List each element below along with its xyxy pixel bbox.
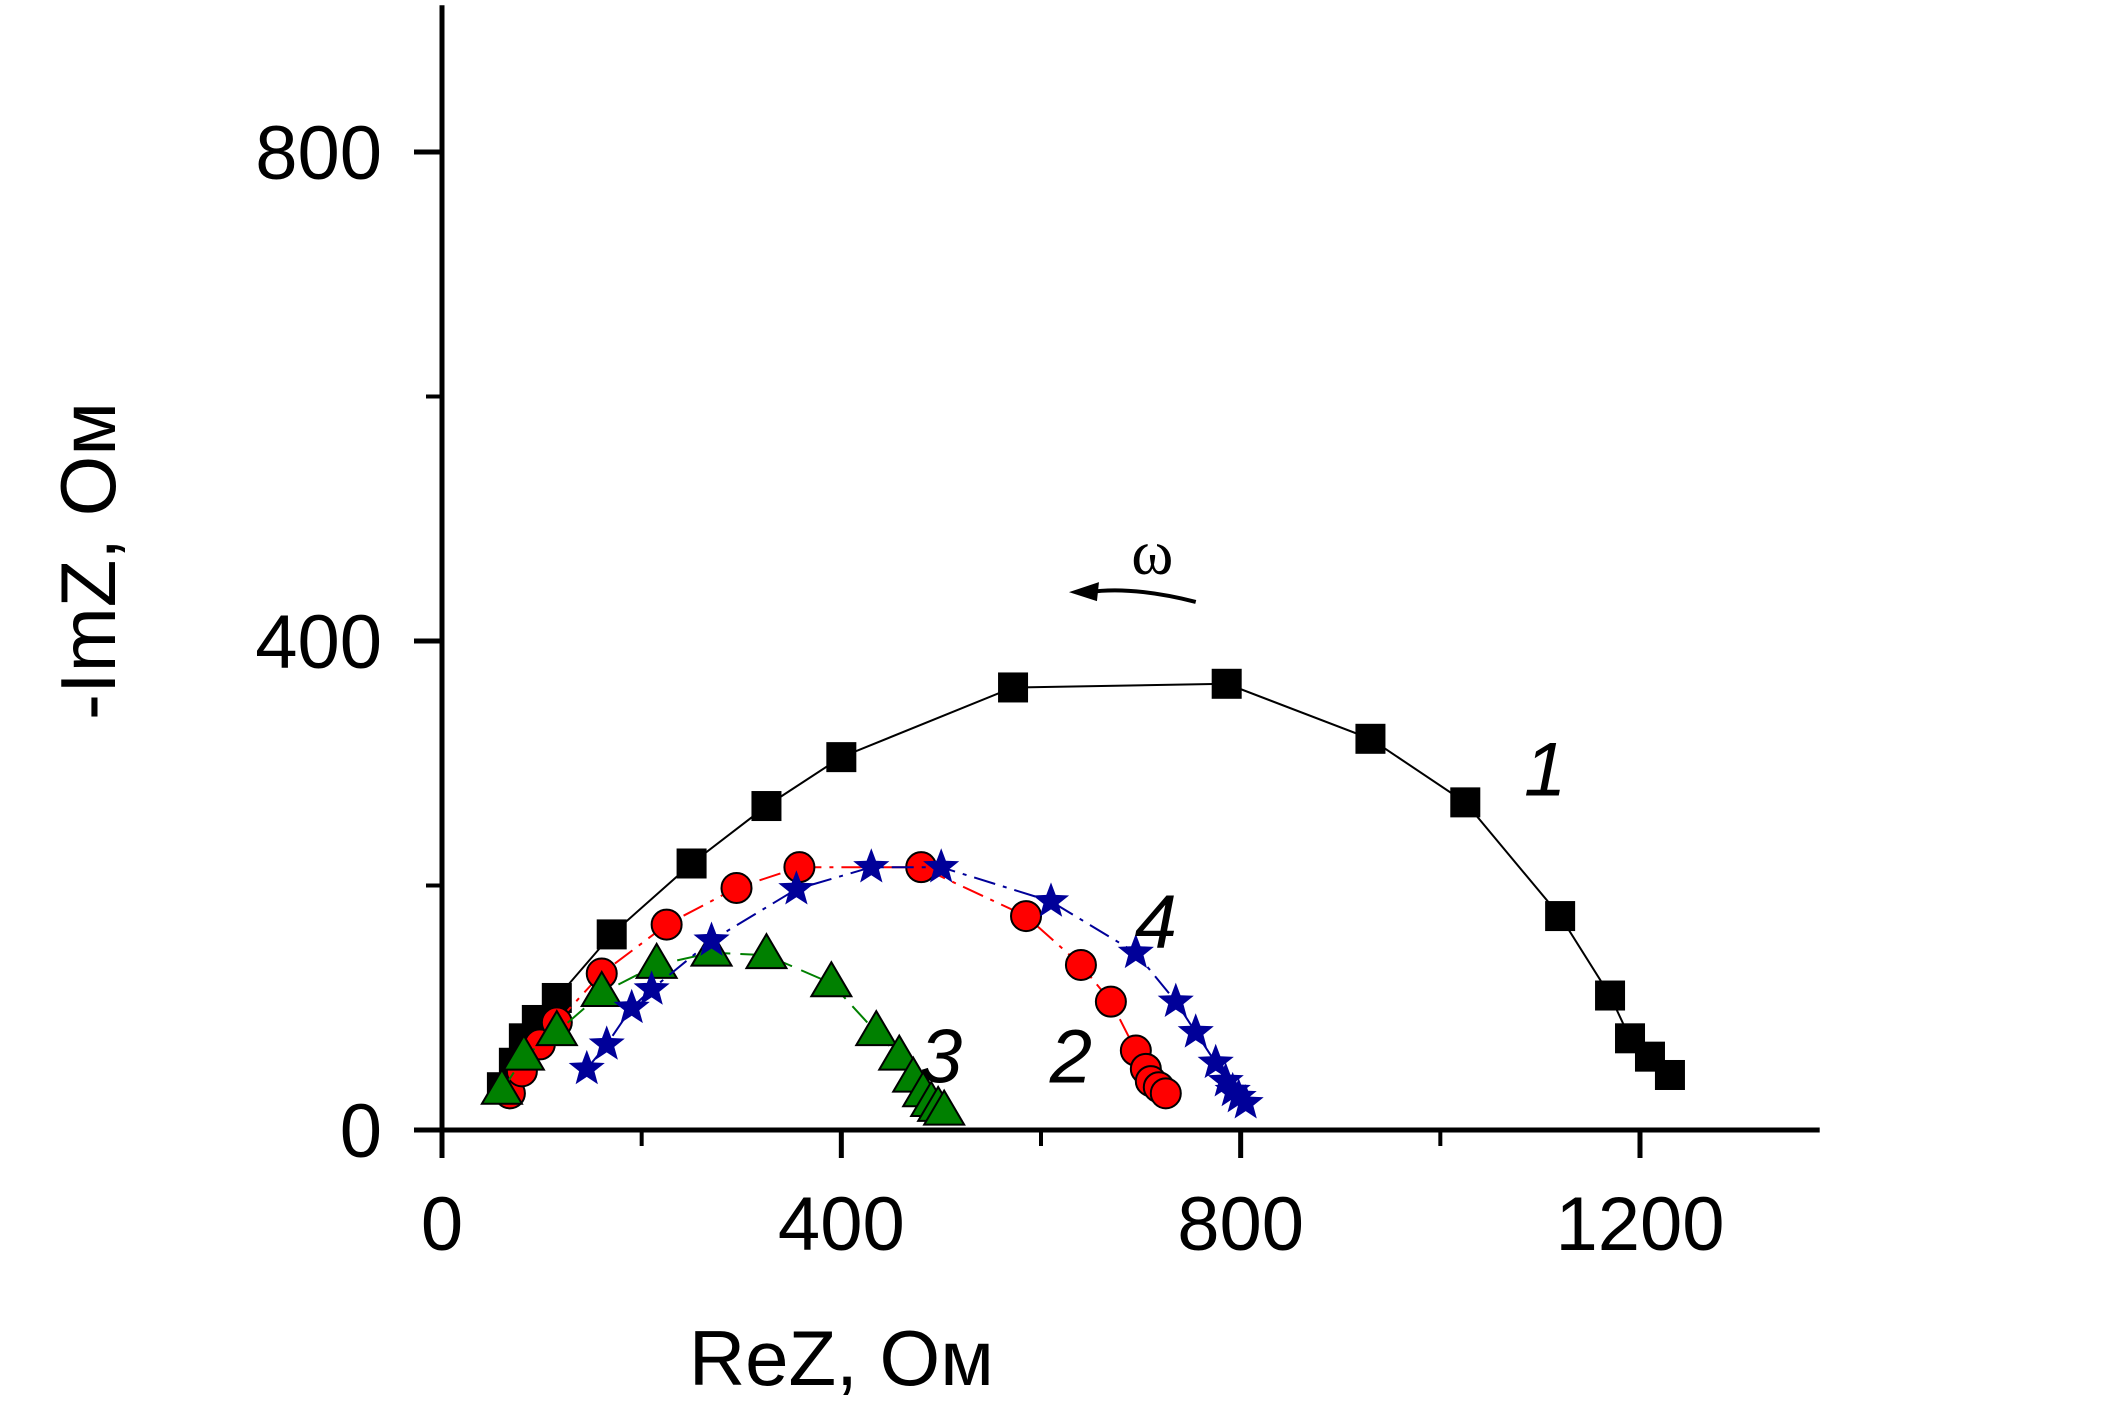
y-axis-title: -ImZ, Ом [44,402,132,720]
omega-label: ω [1131,517,1173,588]
series-4-point [613,988,650,1024]
series-2-point [650,908,683,941]
y-tick-label: 400 [255,600,382,685]
series-2-point [720,871,753,904]
series-4-point [778,870,815,905]
series-4-point [1032,882,1070,917]
x-tick-label: 400 [778,1182,905,1267]
omega-arrow [1088,588,1197,604]
omega-arrowhead [1068,582,1099,602]
series-2-point [1149,1077,1182,1110]
labels-layer: 1 2 3 4 ω [920,517,1566,1100]
series-3-point [809,960,854,998]
y-tick-label: 0 [340,1089,382,1174]
series-3-point [854,1009,899,1047]
series-4-point [633,970,670,1005]
series-1-point [1595,980,1626,1011]
series-4-point [1117,933,1154,969]
x-tick-label: 800 [1177,1182,1304,1267]
series-4-point [853,848,890,883]
series-3 [480,929,966,1126]
series-2-point [1094,985,1127,1018]
y-tick-label: 800 [255,111,382,196]
series-4-point [1227,1084,1264,1119]
series-4-point [1157,982,1194,1017]
series-3-point [689,929,734,967]
series-4-point [568,1049,605,1085]
series-4-point [1214,1071,1251,1107]
series-4 [568,848,1264,1119]
series-4-point [1207,1062,1244,1097]
series-2-point [1064,948,1097,981]
series-1-point [998,672,1029,703]
series-3-point [922,1088,966,1126]
series-3-point [744,932,789,970]
series-4-point [1197,1043,1234,1079]
series-4-point [1177,1013,1214,1048]
series-1-point [1654,1059,1685,1090]
series-4-point [588,1025,625,1060]
series-2 [493,851,1182,1110]
series-3-point [634,941,679,979]
series-layer [480,668,1685,1126]
series-1-point [1450,787,1481,818]
series-4-point [1220,1078,1257,1113]
series-3-label: 3 [920,1015,962,1100]
series-3-point [480,1067,524,1105]
x-tick-label: 1200 [1555,1182,1724,1267]
axes: 0 400 800 1200 0 400 800 [255,5,1820,1267]
series-1-point [826,742,857,773]
series-2-point [1010,900,1043,933]
series-3-point [502,1033,546,1071]
series-1-point [1355,723,1386,754]
series-3-point [535,1009,579,1047]
series-1-point [1545,901,1576,932]
series-3-point [579,970,624,1007]
series-1-label: 1 [1524,727,1566,812]
series-1-point [751,791,782,822]
series-4-label: 4 [1135,880,1177,965]
series-2-label: 2 [1049,1015,1092,1100]
series-4-point [693,921,730,956]
series-1-point [596,919,627,950]
series-3-point [877,1033,921,1071]
series-1-point [676,848,707,879]
series-1-point [1211,668,1242,699]
x-axis-title: ReZ, Ом [689,1314,994,1402]
series-4-point [923,848,960,883]
series-2-point [783,851,816,884]
x-tick-label: 0 [421,1182,463,1267]
